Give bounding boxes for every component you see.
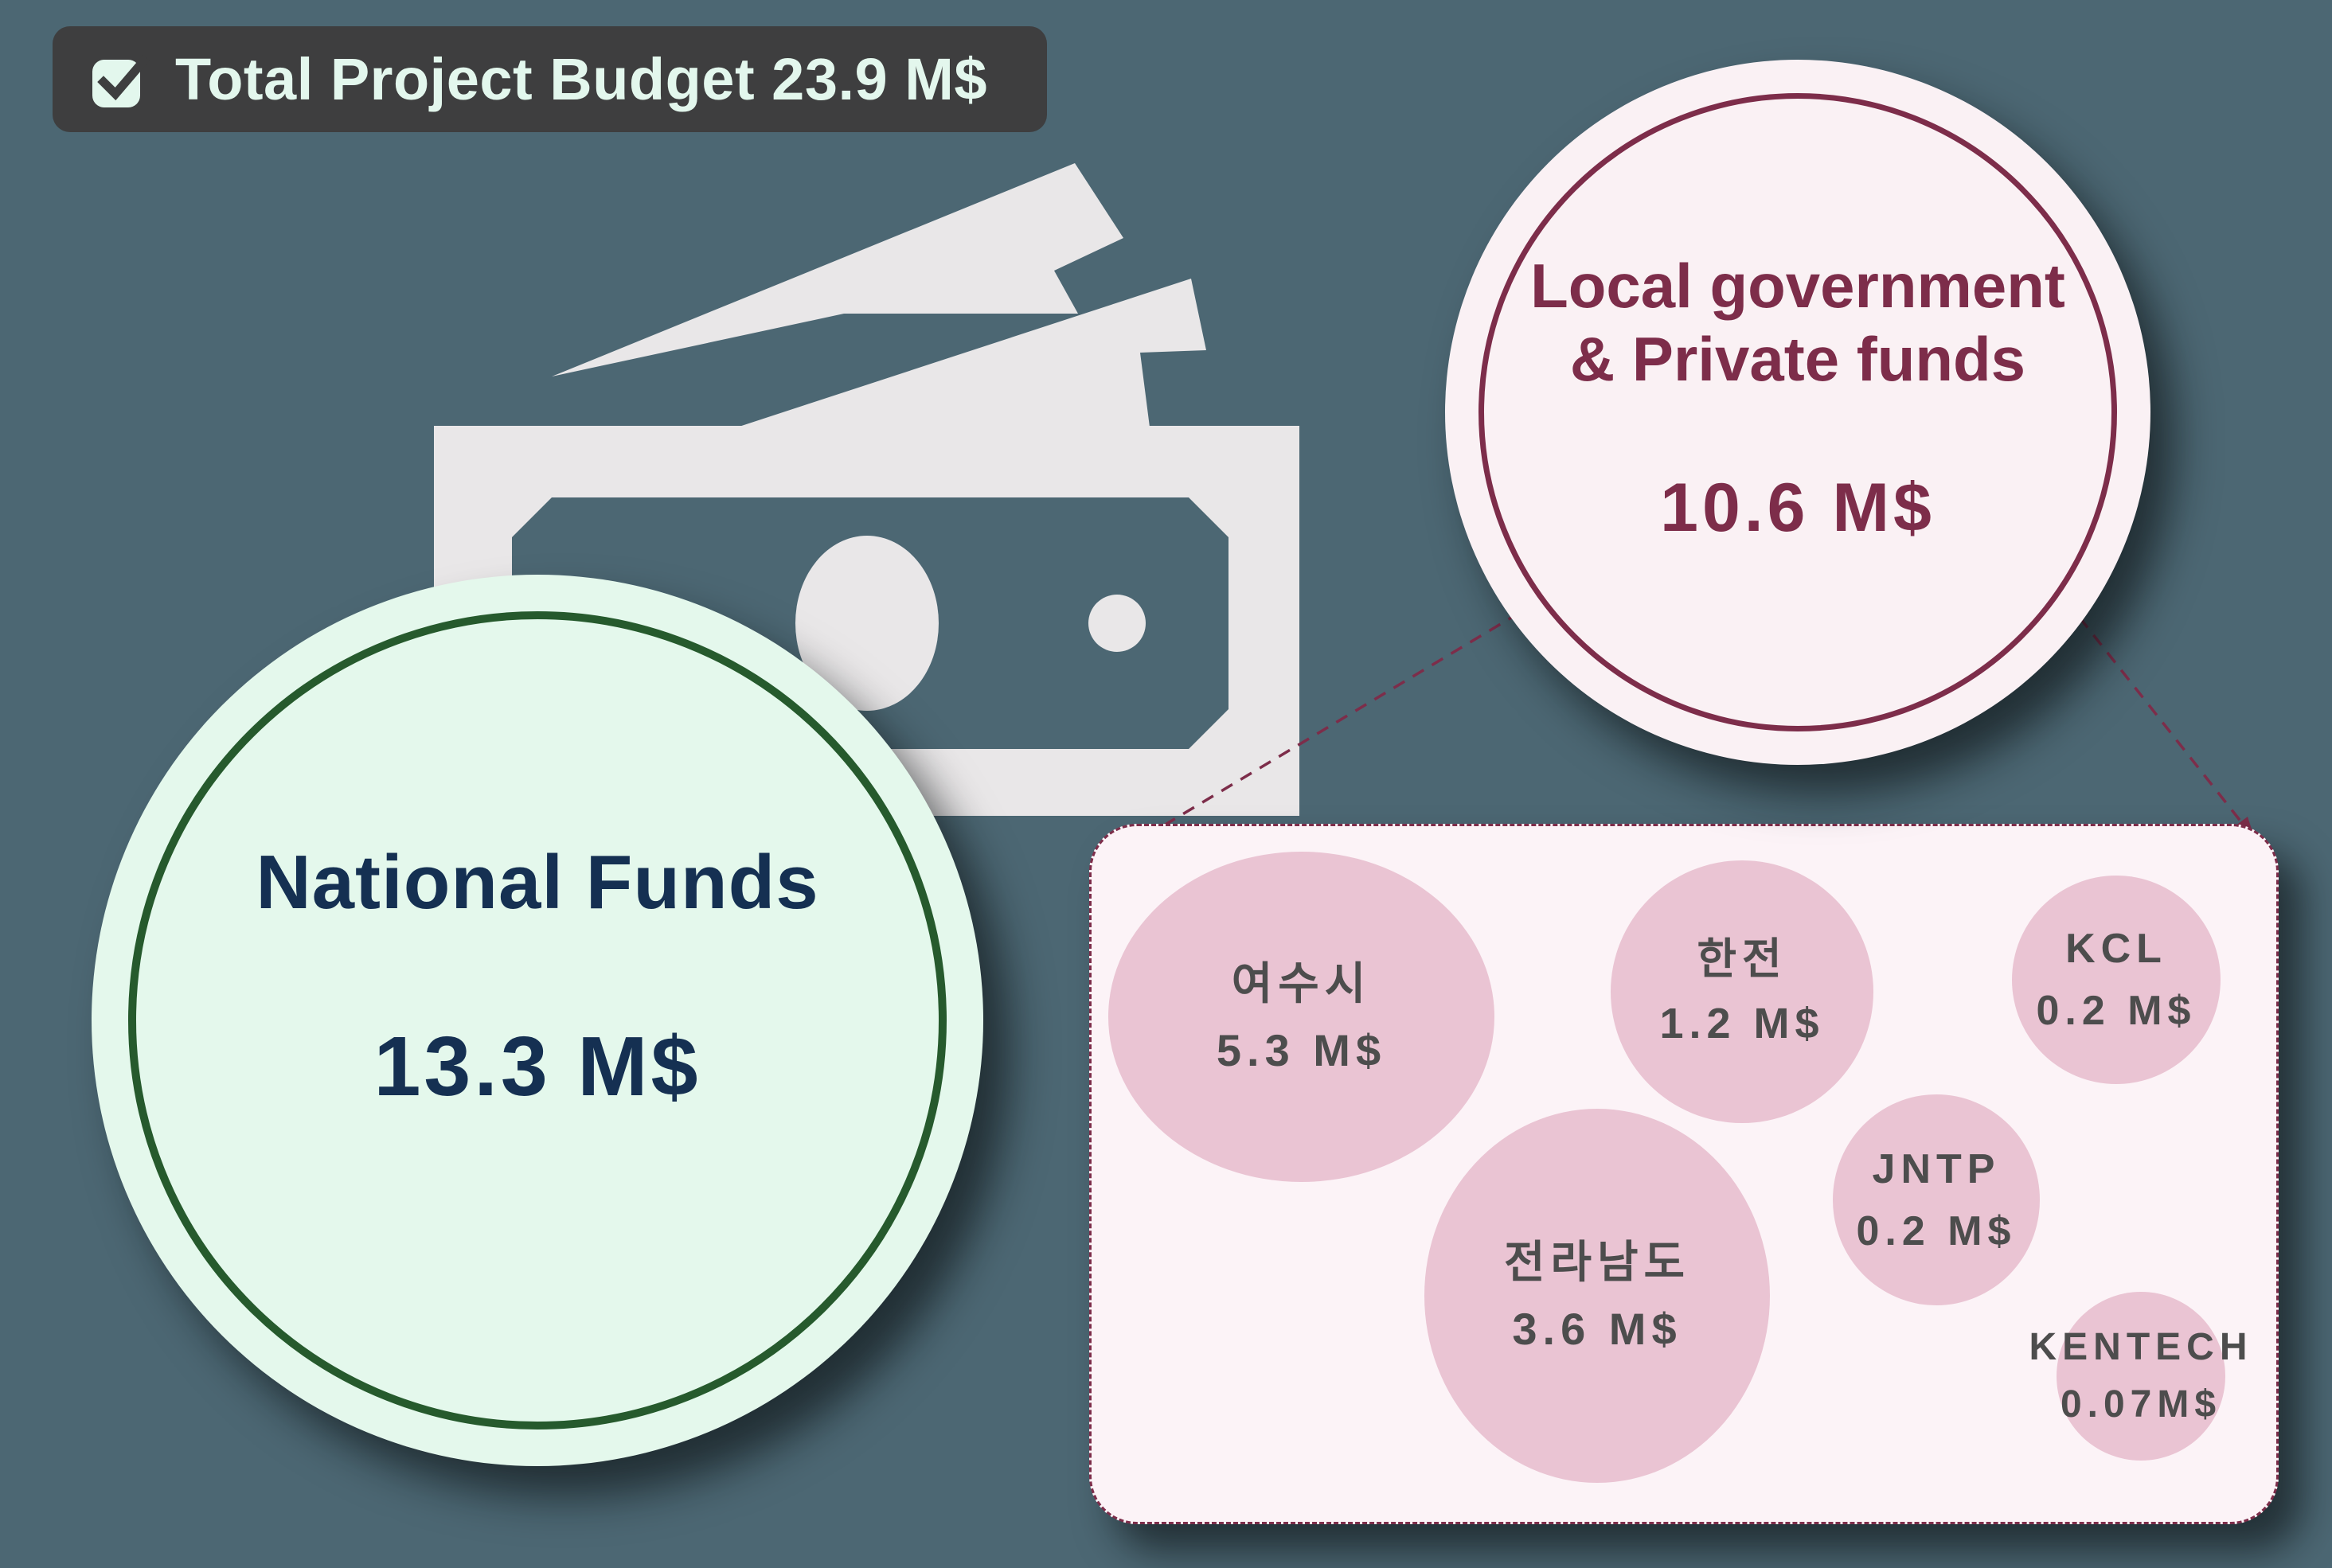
- bubble-hanjeon: 한전 1.2 M$: [1611, 860, 1873, 1123]
- bubble-label: 전라남도: [1503, 1237, 1691, 1287]
- bubble-kentech: KENTECH 0.07M$: [2029, 1292, 2248, 1461]
- national-funds-title: National Funds: [256, 840, 819, 925]
- bubble-label: 한전: [1697, 935, 1787, 983]
- bubble-amount: 5.3 M$: [1216, 1024, 1387, 1075]
- national-funds-circle: National Funds 13.3 M$: [92, 575, 983, 1466]
- bubble-amount: 0.2 M$: [2036, 988, 2197, 1034]
- bubble-jeonnam: 전라남도 3.6 M$: [1424, 1109, 1770, 1483]
- bubble-label: JNTP: [1872, 1145, 2001, 1192]
- banknote-oval: [795, 536, 939, 711]
- bubble-amount: 3.6 M$: [1512, 1304, 1682, 1354]
- local-funds-title: Local government & Private funds: [1530, 249, 2065, 396]
- national-funds-amount: 13.3 M$: [373, 1020, 701, 1114]
- bubble-amount: 0.2 M$: [1856, 1207, 2017, 1254]
- local-funds-title-line2: & Private funds: [1569, 324, 2026, 395]
- local-funds-amount: 10.6 M$: [1660, 470, 1936, 547]
- banknote-fan-top: [552, 163, 1123, 376]
- bubble-kcl: KCL 0.2 M$: [2012, 876, 2221, 1084]
- local-funds-breakdown-panel: 여수시 5.3 M$ 한전 1.2 M$ KCL 0.2 M$ JNTP 0.2…: [1089, 824, 2279, 1524]
- local-funds-ring: [1478, 93, 2117, 731]
- local-funds-title-line1: Local government: [1530, 251, 2065, 321]
- local-funds-circle: Local government & Private funds 10.6 M$: [1445, 60, 2150, 765]
- bubble-amount: 0.07M$: [2060, 1383, 2222, 1426]
- banknote-fan-bottom: [681, 279, 1206, 446]
- checkbox-checked-icon: [92, 54, 150, 107]
- total-budget-badge: Total Project Budget 23.9 M$: [53, 26, 1047, 132]
- banknote-dot: [1088, 595, 1146, 652]
- bubble-yeosu: 여수시 5.3 M$: [1108, 852, 1494, 1182]
- bubble-amount: 1.2 M$: [1659, 1000, 1825, 1047]
- bubble-label: KENTECH: [2029, 1326, 2253, 1368]
- bubble-label: KCL: [2065, 926, 2167, 972]
- bubble-label: 여수시: [1231, 958, 1372, 1008]
- total-budget-label: Total Project Budget 23.9 M$: [175, 46, 988, 112]
- bubble-jntp: JNTP 0.2 M$: [1833, 1094, 2040, 1305]
